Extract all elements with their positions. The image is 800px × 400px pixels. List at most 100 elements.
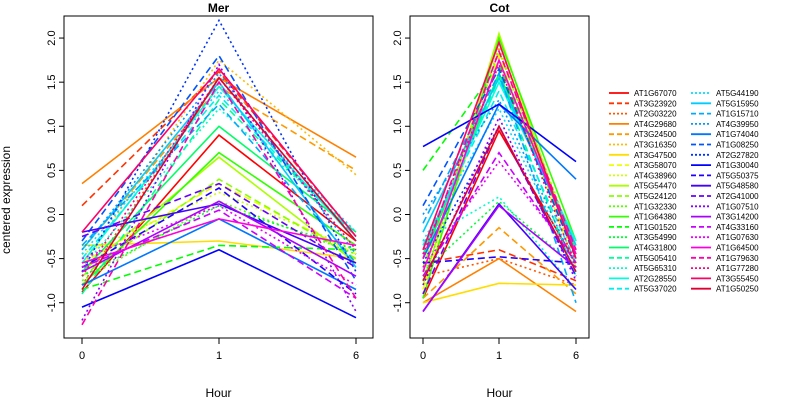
series-line-cot-at3g23920: [422, 248, 577, 282]
legend-label-at1g32330: AT1G32330: [634, 202, 677, 211]
series-line-mer-at3g54990: [81, 204, 357, 277]
series-line-mer-at5g48580: [81, 203, 357, 264]
x-tick-label: 0: [420, 350, 426, 362]
series-line-cot-at1g08250: [422, 67, 577, 259]
legend-label-at5g50375: AT5G50375: [716, 171, 759, 180]
series-line-mer-at2g27820: [81, 18, 357, 273]
legend-label-at4g29680: AT4G29680: [634, 120, 677, 129]
series-line-cot-at5g37020: [422, 89, 577, 264]
y-tick-label: 0.5: [46, 163, 58, 178]
legend-label-at4g33160: AT4G33160: [716, 223, 759, 232]
series-line-cot-at1g67070: [422, 128, 577, 299]
legend-label-at1g30040: AT1G30040: [716, 161, 759, 170]
y-tick-label: 0.5: [392, 163, 404, 178]
y-tick-label: -0.5: [392, 249, 404, 268]
legend-label-at3g16350: AT3G16350: [634, 141, 677, 150]
series-line-mer-at1g15710: [81, 103, 357, 264]
series-line-mer-at1g07510: [81, 62, 357, 321]
y-tick-label: 1.5: [46, 75, 58, 90]
series-line-cot-at4g29680: [422, 257, 577, 313]
legend-label-at3g47500: AT3G47500: [634, 151, 677, 160]
series-line-mer-at3g55450: [81, 67, 357, 238]
series-line-cot-at1g79630: [422, 49, 577, 259]
legend-label-at4g38960: AT4G38960: [634, 171, 677, 180]
series-line-mer-at5g05410: [81, 98, 357, 295]
legend-label-at3g23920: AT3G23920: [634, 99, 677, 108]
series-line-cot-at2g41000: [422, 124, 577, 295]
x-axis-label-mer: Hour: [205, 386, 231, 400]
legend-label-at5g24120: AT5G24120: [634, 192, 677, 201]
y-tick-label: 1.5: [392, 75, 404, 90]
series-lines-cot: [422, 30, 577, 313]
panel-title-mer: Mer: [208, 1, 230, 15]
legend-label-at5g37020: AT5G37020: [634, 285, 677, 294]
series-line-mer-at1g30040: [81, 248, 357, 319]
series-line-mer-at5g54470: [81, 156, 357, 273]
legend-label-at1g64500: AT1G64500: [716, 244, 759, 253]
series-line-cot-at2g03220: [422, 257, 577, 286]
y-tick-label: 1.0: [392, 119, 404, 134]
legend-label-at4g39950: AT4G39950: [716, 120, 759, 129]
series-line-mer-at5g44190: [81, 89, 357, 255]
legend-label-at1g67070: AT1G67070: [634, 89, 677, 98]
legend-label-at3g54990: AT3G54990: [634, 233, 677, 242]
legend-label-at1g07510: AT1G07510: [716, 202, 759, 211]
x-axis-cot: 0 1 6: [420, 338, 579, 362]
series-line-mer-at1g07630: [81, 204, 357, 286]
y-tick-label: 0.0: [392, 207, 404, 222]
y-tick-label: 0.0: [46, 207, 58, 222]
legend-label-at1g79630: AT1G79630: [716, 254, 759, 263]
panel-mer: Mer -1.0 -0.5 0.0 0.5 1.0 1.5 2.0 0 1 6 Hour: [46, 1, 374, 400]
series-line-mer-at5g37020: [81, 94, 357, 260]
legend-label-at5g05410: AT5G05410: [634, 254, 677, 263]
x-tick-label: 0: [79, 350, 85, 362]
series-lines-mer: [81, 18, 357, 326]
y-tick-label: -0.5: [46, 249, 58, 268]
series-line-cot-at5g44190: [422, 106, 577, 273]
legend-label-at4g31800: AT4G31800: [634, 244, 677, 253]
legend-label-at1g77280: AT1G77280: [716, 264, 759, 273]
legend-label-at5g15950: AT5G15950: [716, 99, 759, 108]
series-line-cot-at1g15710: [422, 71, 577, 303]
series-line-mer-at1g64500: [81, 218, 357, 264]
series-line-cot-at3g14200: [422, 204, 577, 312]
panel-cot: Cot -1.0 -0.5 0.0 0.5 1.0 1.5 2.0 0 1 6 Hour: [392, 1, 590, 400]
series-line-cot-at3g55450: [422, 40, 577, 259]
x-tick-label: 1: [496, 350, 502, 362]
legend-label-at5g65310: AT5G65310: [634, 264, 677, 273]
series-line-mer-at1g50250: [81, 76, 357, 290]
series-line-cot-at1g07630: [422, 160, 577, 268]
panel-title-cot: Cot: [490, 1, 510, 15]
series-line-cot-at1g50250: [422, 124, 577, 282]
y-axis-label: centered expression: [0, 146, 13, 254]
series-line-mer-at1g64380: [81, 151, 357, 286]
legend-label-at3g24500: AT3G24500: [634, 130, 677, 139]
series-line-cot-at3g47500: [422, 282, 577, 304]
legend-label-at5g54470: AT5G54470: [634, 182, 677, 191]
legend-label-at2g03220: AT2G03220: [634, 110, 677, 119]
legend-label-at1g50250: AT1G50250: [716, 285, 759, 294]
series-line-mer-at1g79630: [81, 80, 357, 326]
legend: AT1G67070AT3G23920AT2G03220AT4G29680AT3G…: [609, 89, 759, 294]
legend-label-at2g28550: AT2G28550: [634, 274, 677, 283]
legend-label-at1g64380: AT1G64380: [634, 213, 677, 222]
series-line-cot-at4g39950: [422, 98, 577, 268]
x-axis-label-cot: Hour: [486, 386, 512, 400]
legend-label-at1g15710: AT1G15710: [716, 110, 759, 119]
series-line-mer-at5g50375: [81, 187, 357, 295]
x-tick-label: 1: [216, 350, 222, 362]
legend-label-at2g41000: AT2G41000: [716, 192, 759, 201]
legend-label-at5g44190: AT5G44190: [716, 89, 759, 98]
legend-label-at1g01520: AT1G01520: [634, 223, 677, 232]
series-line-mer-at1g01520: [81, 244, 357, 291]
series-line-cot-at3g54990: [422, 200, 577, 273]
legend-label-at2g27820: AT2G27820: [716, 151, 759, 160]
legend-label-at1g08250: AT1G08250: [716, 141, 759, 150]
plot-frame-cot: [409, 15, 590, 339]
y-tick-label: 2.0: [392, 30, 404, 45]
series-line-cot-at3g58070: [422, 53, 577, 290]
x-axis-mer: 0 1 6: [79, 338, 359, 362]
x-tick-label: 6: [573, 350, 579, 362]
series-line-cot-at1g30040: [422, 103, 577, 163]
